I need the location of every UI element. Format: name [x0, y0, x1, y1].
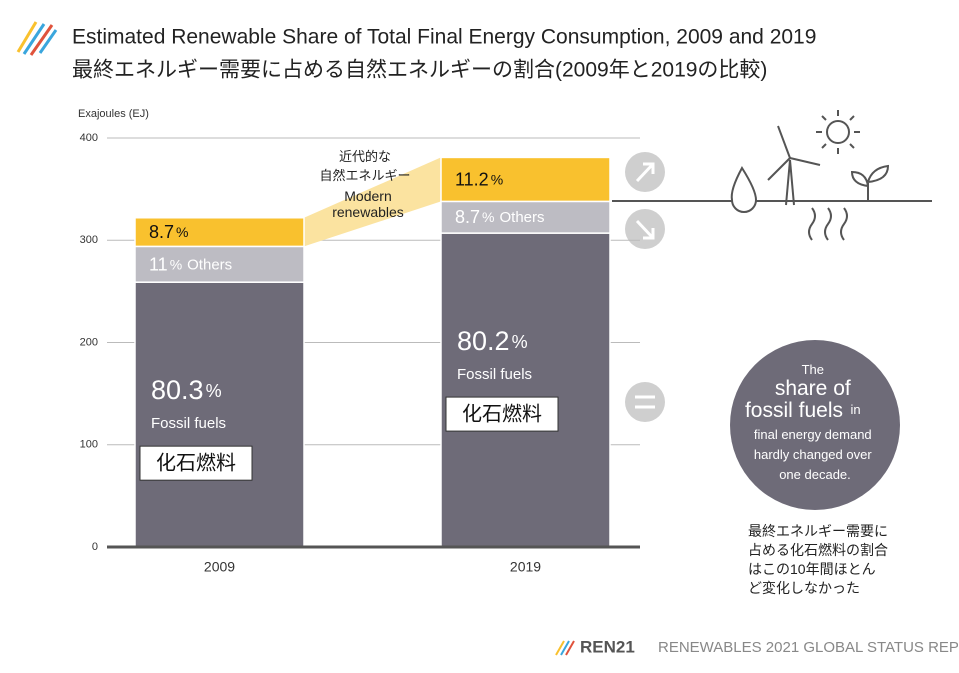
chart-title: Estimated Renewable Share of Total Final…: [72, 26, 816, 49]
callout-circle: [730, 340, 900, 510]
y-tick-label: 300: [80, 234, 98, 246]
share-value: 80.3: [151, 375, 204, 405]
bar-segment: [134, 217, 305, 248]
share-unit: %: [482, 209, 494, 225]
callout-text: The share of fossil fuels in final energ…: [745, 362, 876, 482]
annotation-ja: 自然エネルギー: [319, 168, 411, 183]
y-axis-label: Exajoules (EJ): [78, 108, 149, 120]
series-label: Fossil fuels: [457, 366, 532, 383]
share-unit: %: [512, 332, 528, 352]
trend-icons: [625, 152, 665, 422]
series-label: Others: [187, 256, 232, 273]
x-tick-label: 2019: [510, 559, 541, 575]
bar-segment: [440, 156, 611, 203]
connector-band: [304, 157, 441, 247]
callout-ja: 最終エネルギー需要に占める化石燃料の割合はこの10年間ほとんど変化しなかった: [748, 523, 888, 596]
y-tick-label: 400: [80, 132, 98, 144]
footer-logo: [555, 640, 575, 656]
share-label: 8.7%: [149, 222, 188, 242]
share-unit: %: [170, 256, 182, 272]
share-value: 11: [149, 254, 168, 274]
share-unit: %: [176, 224, 188, 240]
energy-icons: [612, 110, 932, 241]
footer-brand: REN21: [580, 637, 635, 656]
annotation-name: Modern renewables: [332, 188, 404, 220]
y-tick-label: 100: [80, 439, 98, 451]
logo: [16, 21, 58, 56]
series-label-ja: 化石燃料: [462, 402, 542, 425]
bar-segment: [134, 281, 305, 548]
bar-segment: [440, 232, 611, 548]
series-label: Others: [499, 209, 544, 226]
share-value: 11.2: [455, 169, 489, 189]
x-tick-label: 2009: [204, 559, 235, 575]
bar-segment: [440, 200, 611, 234]
series-label: Fossil fuels: [151, 415, 226, 432]
share-value: 80.2: [457, 326, 510, 356]
y-tick-label: 200: [80, 336, 98, 348]
series-label-ja: 化石燃料: [156, 451, 236, 474]
ja-label-box: [139, 445, 253, 481]
share-label: 8.7% Others: [455, 207, 545, 227]
share-label: 11% Others: [149, 254, 232, 274]
chart-subtitle: 最終エネルギー需要に占める自然エネルギーの割合(2009年と2019の比較): [72, 59, 767, 82]
share-value: 8.7: [455, 207, 480, 227]
share-value: 8.7: [149, 222, 174, 242]
footer-report: RENEWABLES 2021 GLOBAL STATUS REPORT: [658, 639, 959, 656]
y-tick-label: 0: [92, 541, 98, 553]
share-label: 11.2%: [455, 169, 503, 189]
ja-label-box: [445, 396, 559, 432]
share-label: 80.2%: [457, 326, 528, 356]
share-label: 80.3%: [151, 375, 222, 405]
annotation-ja: 近代的な: [338, 149, 391, 164]
bar-segment: [134, 245, 305, 283]
share-unit: %: [491, 171, 503, 187]
share-unit: %: [206, 381, 222, 401]
